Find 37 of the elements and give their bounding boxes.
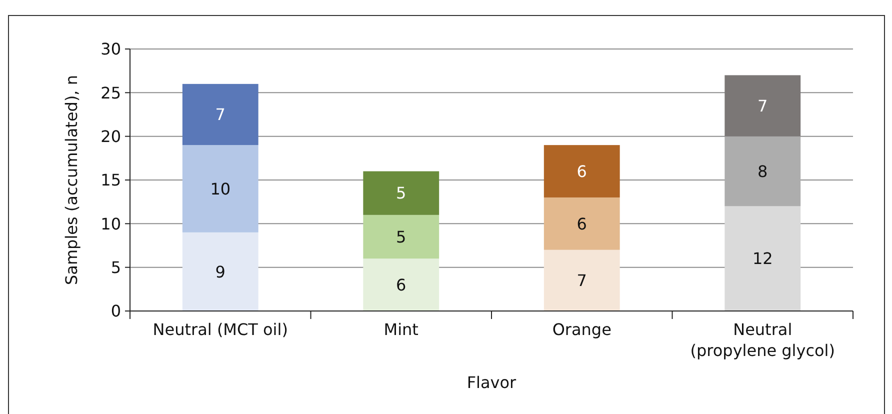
y-tick-label: 0 (110, 302, 121, 321)
data-label: 8 (758, 162, 768, 181)
y-tick-label: 15 (100, 170, 121, 190)
x-axis-title: Flavor (466, 373, 517, 392)
bar (182, 145, 258, 232)
data-label: 12 (752, 249, 773, 268)
x-tick-label: Mint (384, 320, 418, 339)
bar (363, 214, 440, 259)
y-tick-label: 30 (100, 40, 121, 59)
bar (544, 197, 620, 250)
data-label: 7 (576, 271, 587, 290)
data-label: 5 (396, 227, 406, 246)
x-tick-label: Orange (552, 320, 612, 339)
data-label: 6 (396, 275, 406, 294)
y-axis-title: Samples (accumulated), n (62, 75, 81, 285)
data-label: 7 (758, 96, 768, 116)
bar (363, 171, 440, 215)
data-label: 9 (215, 262, 226, 282)
bar (363, 258, 440, 311)
bar (724, 206, 801, 311)
data-label: 7 (215, 105, 226, 124)
data-label: 10 (210, 179, 231, 198)
bar (182, 84, 258, 146)
y-tick-label: 10 (100, 214, 121, 234)
bar (544, 145, 620, 198)
bar (182, 232, 258, 311)
x-tick-label: Neutral (MCT oil) (152, 320, 288, 339)
y-tick-label: 5 (110, 258, 121, 277)
data-label: 5 (396, 184, 406, 203)
bar (544, 250, 620, 311)
data-label: 6 (576, 162, 587, 181)
bar (724, 75, 801, 136)
x-tick-label: Neutral (propylene glycol) (690, 320, 835, 360)
data-label: 6 (576, 214, 587, 234)
y-tick-label: 20 (100, 126, 121, 146)
bar (724, 136, 801, 206)
y-tick-label: 25 (100, 83, 121, 102)
